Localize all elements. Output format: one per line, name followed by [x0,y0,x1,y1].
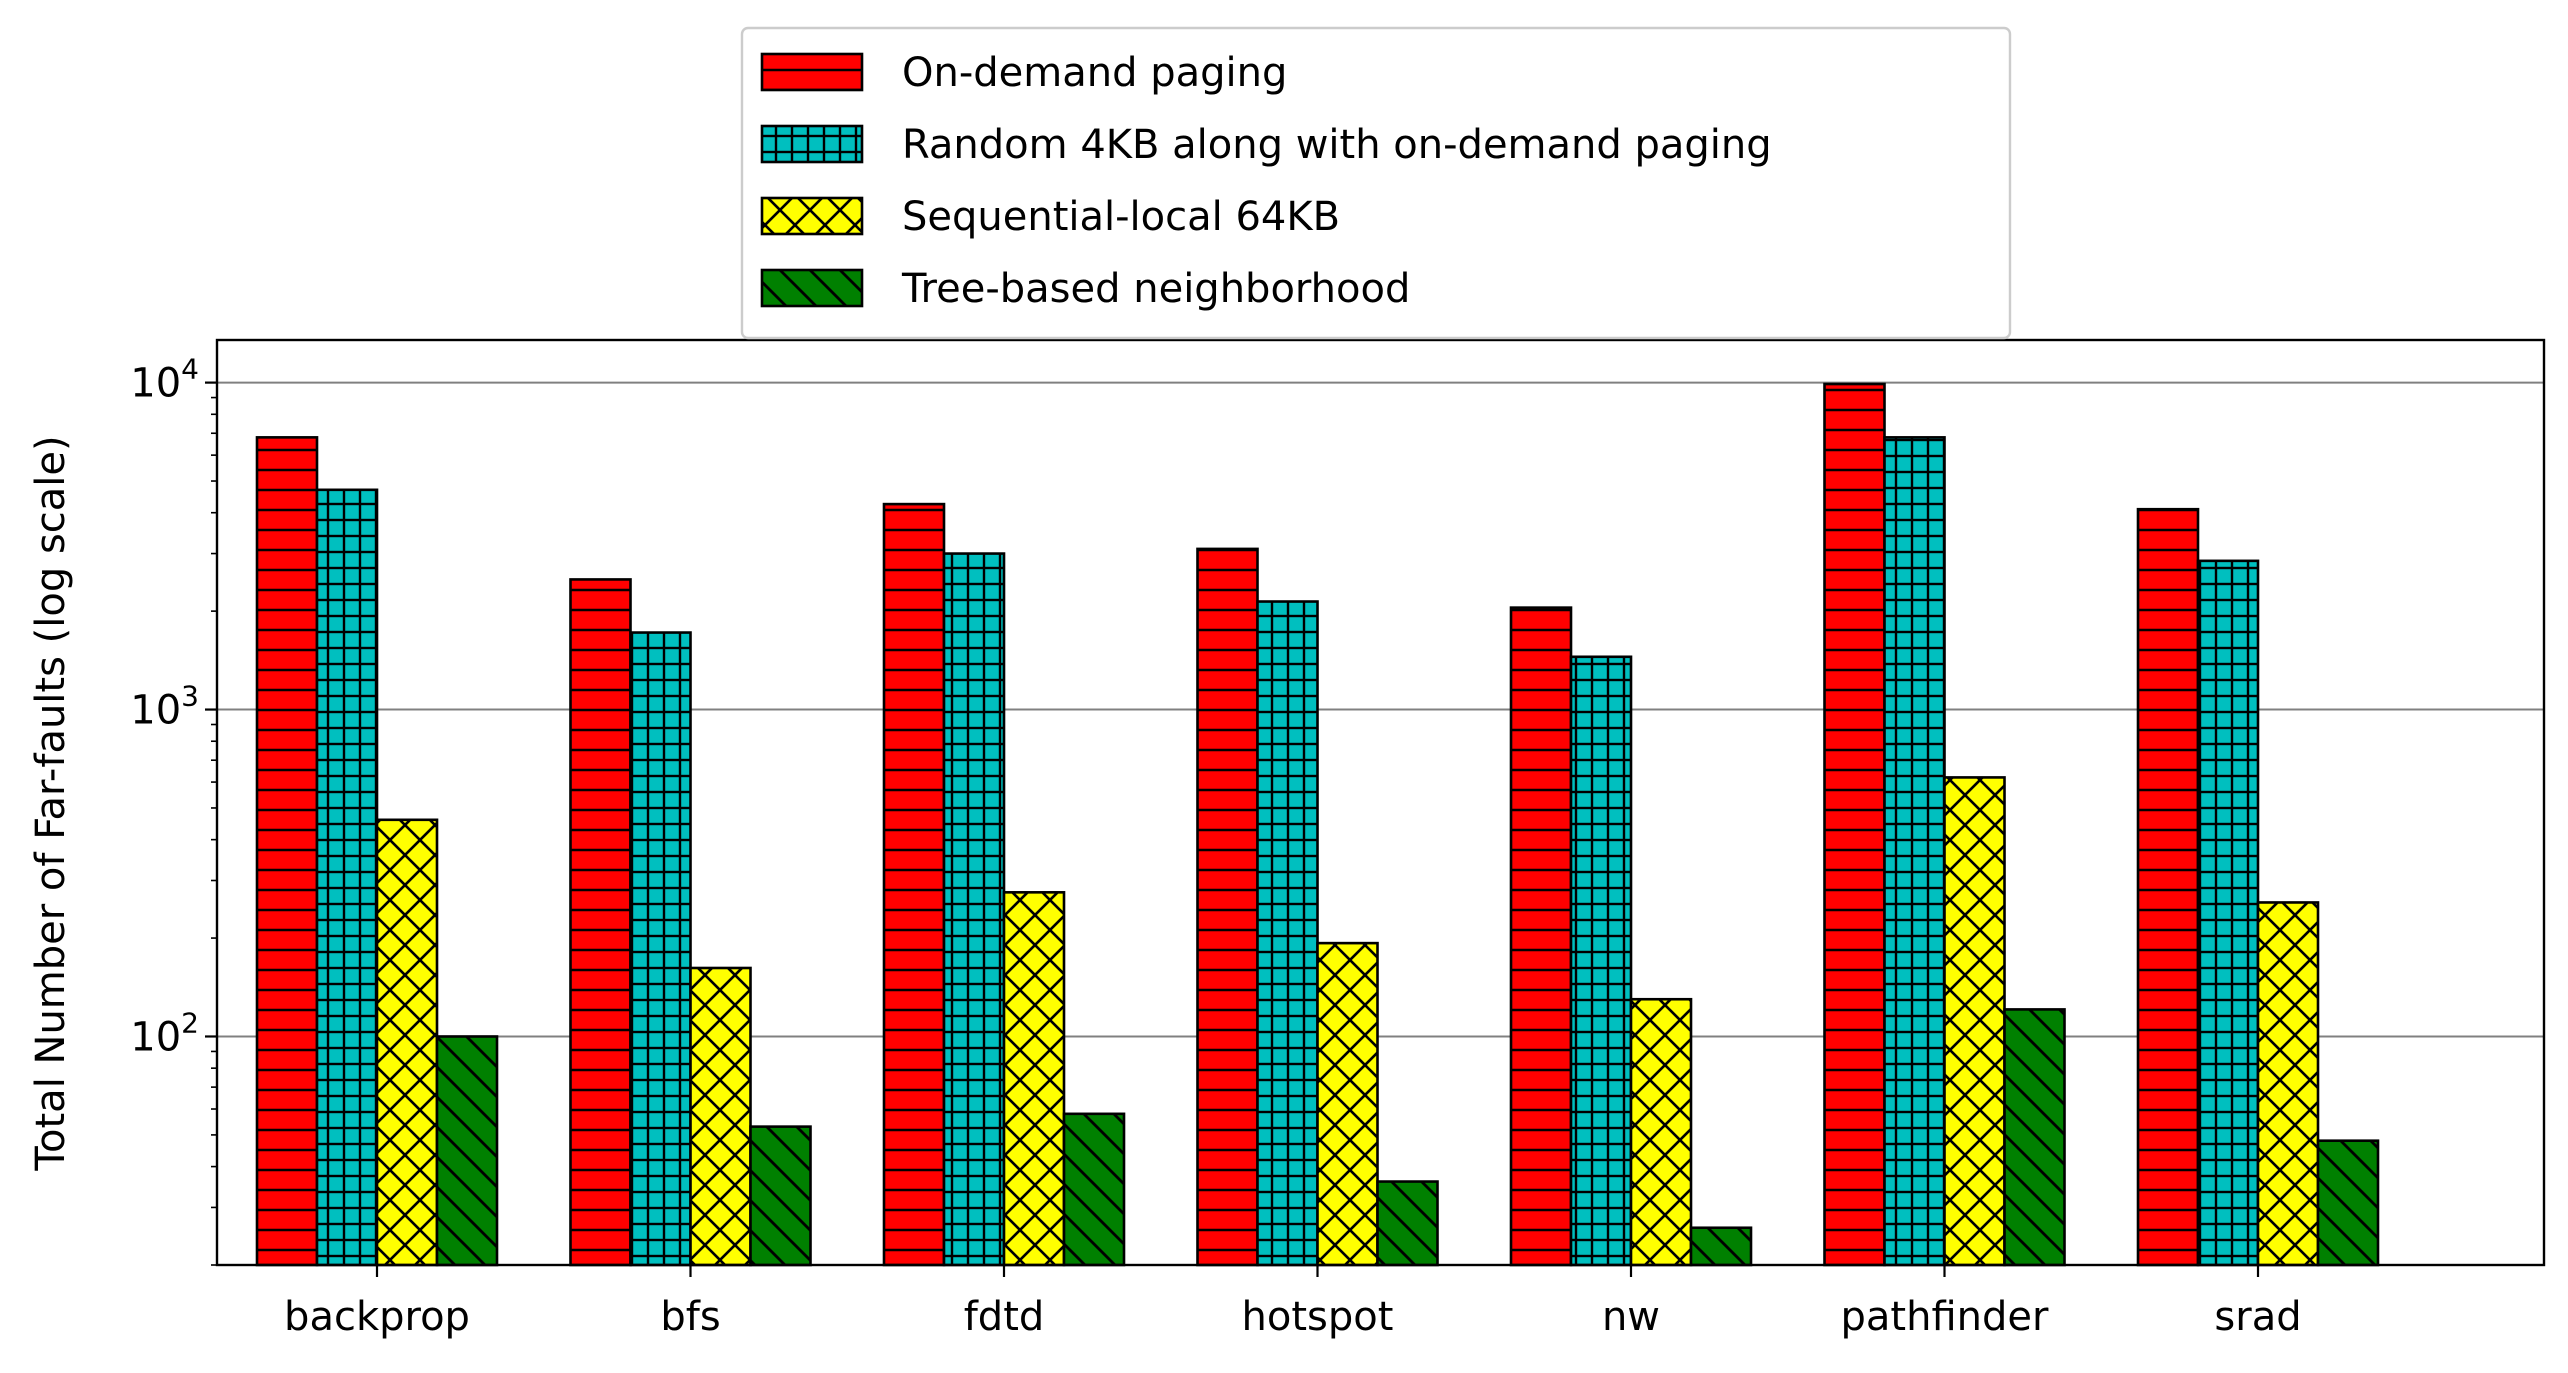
bar-srad-sequential-local-64kb-hatch [2256,901,2320,1267]
bar-bfs-on-demand-paging-hatch [569,578,632,1267]
bar-hotspot-on-demand-paging [1196,547,1259,1267]
bar-nw-on-demand-paging [1509,606,1573,1267]
x-tick-label-hotspot: hotspot [1242,1294,1394,1340]
bar-srad-tree-based-neighborhood [2316,1139,2380,1267]
bar-srad-sequential-local-64kb [2256,901,2320,1267]
bar-bfs-tree-based-neighborhood [749,1125,812,1267]
bar-hotspot-sequential-local-64kb-hatch [1316,941,1379,1267]
legend-swatch [760,196,864,236]
bar-pathfinder-random-4kb-along-with-on-demand-paging-hatch [1883,436,1946,1267]
bar-srad-tree-based-neighborhood-hatch [2316,1139,2380,1267]
bar-hotspot-random-4kb-along-with-on-demand-paging-hatch [1256,600,1319,1267]
bar-pathfinder-on-demand-paging-hatch [1823,382,1886,1267]
bar-backprop-random-4kb-along-with-on-demand-paging-hatch [315,488,379,1267]
bar-hotspot-on-demand-paging-hatch [1196,547,1259,1267]
bar-backprop-sequential-local-64kb-hatch [375,818,439,1267]
x-tick-label-nw: nw [1602,1294,1660,1340]
legend-swatch [760,52,864,92]
bar-bfs-sequential-local-64kb [689,966,752,1267]
y-axis: 102 103 104 [130,353,217,1266]
bar-bfs-random-4kb-along-with-on-demand-paging-hatch [629,631,692,1267]
bar-fdtd-random-4kb-along-with-on-demand-paging [942,552,1006,1267]
bar-nw-random-4kb-along-with-on-demand-paging [1569,655,1633,1267]
x-tick-label-pathfinder: pathfinder [1841,1294,2049,1340]
bar-bfs-on-demand-paging [569,578,632,1267]
bar-fdtd-on-demand-paging-hatch [882,502,946,1267]
x-tick-label-bfs: bfs [660,1294,720,1340]
bar-nw-random-4kb-along-with-on-demand-paging-hatch [1569,655,1633,1267]
bar-bfs-tree-based-neighborhood-hatch [749,1125,812,1267]
bar-srad-random-4kb-along-with-on-demand-paging [2196,559,2260,1267]
bar-backprop-on-demand-paging-hatch [255,436,319,1267]
bar-backprop-sequential-local-64kb [375,818,439,1267]
bar-srad-on-demand-paging-hatch [2136,507,2200,1267]
bar-srad-random-4kb-along-with-on-demand-paging-hatch [2196,559,2260,1267]
bar-bfs-random-4kb-along-with-on-demand-paging [629,631,692,1267]
bar-fdtd-tree-based-neighborhood-hatch [1062,1112,1126,1267]
bar-hotspot-tree-based-neighborhood-hatch [1376,1180,1439,1267]
legend-swatch [760,268,864,308]
y-tick-label: 104 [130,353,199,407]
bar-pathfinder-on-demand-paging [1823,382,1886,1267]
x-axis: backprop bfs fdtd hotspot nw pathfinder srad [284,1265,2302,1340]
legend-entry: Random 4KB along with on-demand paging [760,122,1772,168]
legend-entry: On-demand paging [760,50,1287,96]
bar-backprop-random-4kb-along-with-on-demand-paging [315,488,379,1267]
bar-pathfinder-tree-based-neighborhood [2003,1008,2066,1267]
bar-nw-on-demand-paging-hatch [1509,606,1573,1267]
bar-nw-sequential-local-64kb [1629,997,1693,1267]
plot-frame [215,338,2546,1267]
bar-pathfinder-tree-based-neighborhood-hatch [2003,1008,2066,1267]
bar-fdtd-random-4kb-along-with-on-demand-paging-hatch [942,552,1006,1267]
bar-nw-tree-based-neighborhood [1689,1226,1753,1267]
legend-label: Tree-based neighborhood [901,266,1410,312]
legend-frame [740,26,2012,340]
bar-pathfinder-random-4kb-along-with-on-demand-paging [1883,436,1946,1267]
bar-fdtd-sequential-local-64kb-hatch [1002,891,1066,1267]
legend-label: Random 4KB along with on-demand paging [902,122,1772,168]
legend-entry: Sequential-local 64KB [760,194,1340,240]
y-axis-label: Total Number of Far-faults (log scale) [28,435,74,1171]
x-tick-label-backprop: backprop [284,1294,470,1340]
y-tick-label: 103 [130,680,199,734]
bar-hotspot-tree-based-neighborhood [1376,1180,1439,1267]
bar-pathfinder-sequential-local-64kb [1943,776,2006,1267]
bar-bfs-sequential-local-64kb-hatch [689,966,752,1267]
bar-backprop-on-demand-paging [255,436,319,1267]
x-tick-label-fdtd: fdtd [964,1294,1045,1340]
bar-backprop-tree-based-neighborhood [435,1035,499,1267]
legend: On-demand paging Random 4KB along with on… [740,26,2012,340]
bar-nw-tree-based-neighborhood-hatch [1689,1226,1753,1267]
bar-hotspot-sequential-local-64kb [1316,941,1379,1267]
bar-backprop-tree-based-neighborhood-hatch [435,1035,499,1267]
bar-fdtd-on-demand-paging [882,502,946,1267]
legend-label: Sequential-local 64KB [902,194,1340,240]
y-tick-label: 102 [130,1006,199,1060]
legend-swatch [760,124,864,164]
legend-entry: Tree-based neighborhood [760,266,1410,312]
bar-srad-on-demand-paging [2136,507,2200,1267]
bar-nw-sequential-local-64kb-hatch [1629,997,1693,1267]
bar-fdtd-sequential-local-64kb [1002,891,1066,1267]
x-tick-label-srad: srad [2214,1294,2301,1340]
bar-pathfinder-sequential-local-64kb-hatch [1943,776,2006,1267]
bar-hotspot-random-4kb-along-with-on-demand-paging [1256,600,1319,1267]
legend-label: On-demand paging [902,50,1287,96]
bar-fdtd-tree-based-neighborhood [1062,1112,1126,1267]
bars [255,382,2380,1267]
